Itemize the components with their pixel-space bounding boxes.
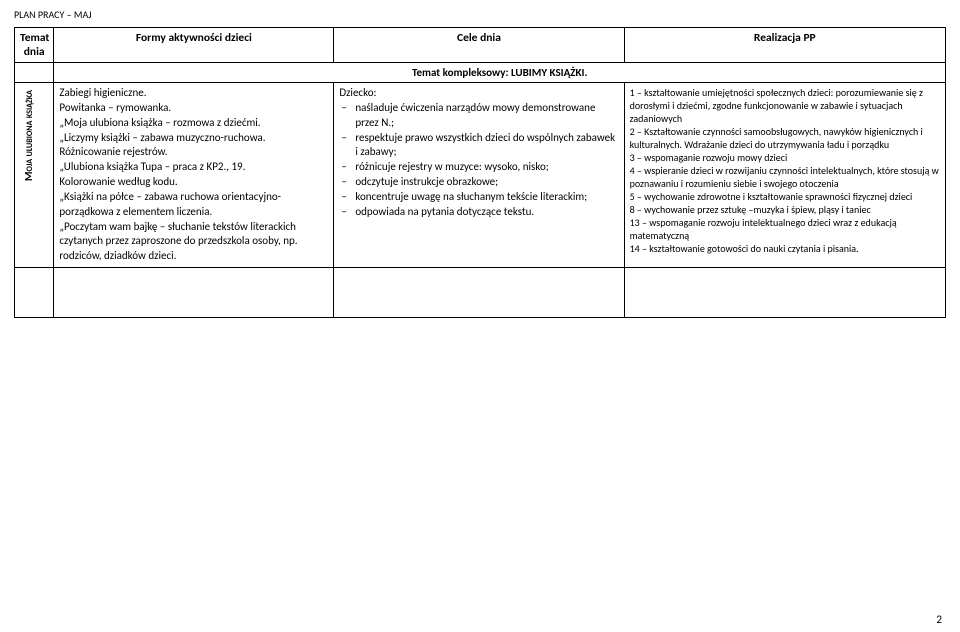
goals-intro: Dziecko: <box>339 86 376 99</box>
forms-line: „Książki na półce – zabawa ruchowa orien… <box>59 190 328 220</box>
goal-item: odpowiada na pytania dotyczące tekstu. <box>339 205 618 220</box>
table-header-row: Temat dnia Formy aktywności dzieci Cele … <box>15 28 946 63</box>
goal-item: naśladuje ćwiczenia narządów mowy demons… <box>339 101 618 131</box>
kompleks-title: Temat kompleksowy: LUBIMY KSIĄŻKI. <box>54 63 946 83</box>
pp-line: 14 – kształtowanie gotowości do nauki cz… <box>630 242 940 255</box>
pp-line: 2 – Kształtowanie czynności samoobsługow… <box>630 125 940 151</box>
goals-list: naśladuje ćwiczenia narządów mowy demons… <box>339 101 618 220</box>
goals-cell: Dziecko: naśladuje ćwiczenia narządów mo… <box>339 86 618 220</box>
col-header-pp: Realizacja PP <box>624 28 945 63</box>
pp-line: 13 – wspomaganie rozwoju intelektualnego… <box>630 216 940 242</box>
empty-row <box>15 268 946 318</box>
goal-item: koncentruje uwagę na słuchanym tekście l… <box>339 190 618 205</box>
goal-item: odczytuje instrukcje obrazkowe; <box>339 175 618 190</box>
forms-line: Kolorowanie według kodu. <box>59 175 328 190</box>
forms-line: „Liczymy książki – zabawa muzyczno-rucho… <box>59 131 328 146</box>
plan-table: Temat dnia Formy aktywności dzieci Cele … <box>14 27 946 318</box>
forms-line: Różnicowanie rejestrów. <box>59 145 328 160</box>
col-header-goals: Cele dnia <box>334 28 624 63</box>
pp-line: 3 – wspomaganie rozwoju mowy dzieci <box>630 151 940 164</box>
goal-item: respektuje prawo wszystkich dzieci do ws… <box>339 131 618 161</box>
forms-line: „Ulubiona książka Tupa – praca z KP2., 1… <box>59 160 328 175</box>
table-row: Moja ulubiona książka Zabiegi higieniczn… <box>15 83 946 268</box>
col-header-topic: Temat dnia <box>15 28 54 63</box>
pp-line: 8 – wychowanie przez sztukę –muzyka i śp… <box>630 203 940 216</box>
pp-line: 1 – kształtowanie umiejętności społeczny… <box>630 86 940 125</box>
page-number: 2 <box>936 613 942 626</box>
pp-line: 5 – wychowanie zdrowotne i kształtowanie… <box>630 190 940 203</box>
forms-line: Zabiegi higieniczne. <box>59 86 328 101</box>
row-topic: Moja ulubiona książka <box>20 86 37 185</box>
forms-line: Powitanka – rymowanka. <box>59 101 328 116</box>
col-header-forms: Formy aktywności dzieci <box>54 28 334 63</box>
goal-item: różnicuje rejestry w muzyce: wysoko, nis… <box>339 160 618 175</box>
forms-line: „Poczytam wam bajkę – słuchanie tekstów … <box>59 220 328 265</box>
forms-line: „Moja ulubiona książka – rozmowa z dzieć… <box>59 116 328 131</box>
pp-line: 4 – wspieranie dzieci w rozwijaniu czynn… <box>630 164 940 190</box>
kompleks-row: Temat kompleksowy: LUBIMY KSIĄŻKI. <box>15 63 946 83</box>
page-header: PLAN PRACY – MAJ <box>14 8 946 21</box>
pp-cell: 1 – kształtowanie umiejętności społeczny… <box>630 86 940 255</box>
forms-cell: Zabiegi higieniczne.Powitanka – rymowank… <box>59 86 328 264</box>
